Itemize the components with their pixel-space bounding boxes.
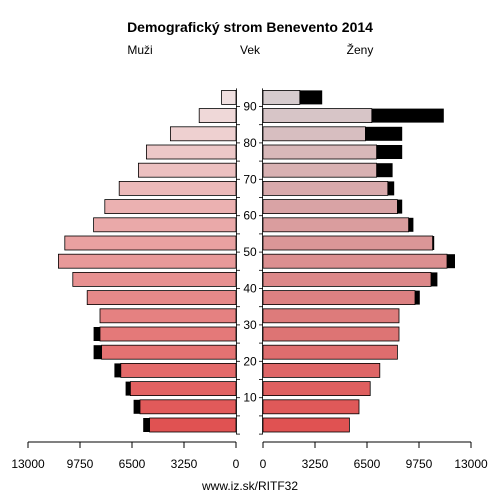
male-excess-0: [143, 418, 150, 432]
female-bar-40: [262, 271, 432, 287]
female-bar-45: [262, 253, 448, 269]
left-label: Muži: [127, 43, 152, 57]
x-tick-label-left: 0: [233, 457, 240, 471]
male-bar-85: [198, 108, 237, 123]
male-bar-80: [169, 126, 237, 142]
female-excess-90: [299, 90, 323, 105]
male-excess-5: [133, 399, 140, 414]
age-tick-label: 30: [243, 318, 257, 332]
male-bar-5: [139, 399, 237, 415]
female-excess-85: [371, 108, 444, 123]
male-bar-55: [93, 217, 237, 233]
female-bar-0: [262, 417, 350, 433]
male-bar-75: [145, 144, 237, 160]
male-excess-25: [93, 327, 100, 341]
female-bar-30: [262, 308, 400, 324]
male-bar-40: [72, 271, 237, 287]
female-bar-20: [262, 344, 398, 360]
female-excess-65: [387, 181, 395, 196]
x-tick-label-left: 3250: [171, 457, 198, 471]
bars-group: [58, 90, 455, 433]
female-bar-50: [262, 235, 434, 251]
female-bar-55: [262, 217, 410, 233]
male-bar-45: [58, 253, 237, 269]
female-bar-80: [262, 126, 366, 142]
female-excess-80: [365, 126, 403, 141]
female-bar-25: [262, 326, 400, 342]
x-tick-label-left: 6500: [119, 457, 146, 471]
age-tick-label: 90: [243, 100, 257, 114]
female-bar-65: [262, 180, 389, 196]
age-tick-label: 20: [243, 354, 257, 368]
male-bar-60: [104, 199, 237, 215]
male-bar-35: [86, 290, 237, 306]
female-excess-45: [447, 254, 455, 269]
female-bar-10: [262, 381, 371, 397]
male-excess-10: [125, 381, 131, 396]
age-tick-label: 50: [243, 245, 257, 259]
male-bar-0: [149, 417, 237, 433]
x-tick-label-right: 9750: [406, 457, 433, 471]
female-excess-70: [376, 163, 393, 178]
x-tick-label-right: 6500: [354, 457, 381, 471]
female-excess-60: [397, 199, 403, 214]
x-tick-label-left: 13000: [11, 457, 45, 471]
male-excess-15: [114, 363, 121, 378]
age-tick-label: 10: [243, 391, 257, 405]
x-tick-label-right: 3250: [302, 457, 329, 471]
female-bar-85: [262, 108, 373, 123]
x-tick-label-left: 9750: [67, 457, 94, 471]
age-tick-label: 60: [243, 209, 257, 223]
male-bar-10: [129, 381, 237, 397]
male-bar-90: [221, 90, 237, 105]
axes-group: 0 0 3250 3250 6500 6500 9750 9750 13000 13000 10 20…: [11, 88, 488, 471]
male-bar-65: [118, 180, 237, 196]
x-tick-label-right: 0: [260, 457, 267, 471]
female-bar-90: [262, 90, 301, 105]
female-bar-35: [262, 290, 416, 306]
male-bar-30: [99, 308, 237, 324]
age-tick-label: 80: [243, 136, 257, 150]
male-bar-50: [64, 235, 237, 251]
male-bar-70: [137, 162, 237, 178]
age-tick-label: 70: [243, 172, 257, 186]
female-excess-40: [431, 272, 438, 287]
female-bar-5: [262, 399, 360, 415]
male-bar-15: [120, 362, 237, 378]
female-bar-60: [262, 199, 398, 215]
female-bar-70: [262, 162, 377, 178]
center-label: Vek: [240, 43, 261, 57]
female-excess-50: [432, 236, 435, 250]
female-excess-55: [408, 217, 414, 232]
male-bar-20: [101, 344, 237, 360]
male-excess-20: [93, 345, 102, 360]
x-tick-label-right: 13000: [454, 457, 488, 471]
female-excess-75: [376, 145, 403, 159]
male-bar-25: [99, 326, 237, 342]
right-label: Ženy: [347, 42, 374, 57]
age-tick-label: 40: [243, 282, 257, 296]
female-bar-15: [262, 362, 381, 378]
female-bar-75: [262, 144, 377, 160]
chart-title: Demografický strom Benevento 2014: [127, 19, 373, 35]
footer-url: www.iz.sk/RITF32: [201, 479, 298, 493]
female-excess-35: [415, 290, 420, 305]
